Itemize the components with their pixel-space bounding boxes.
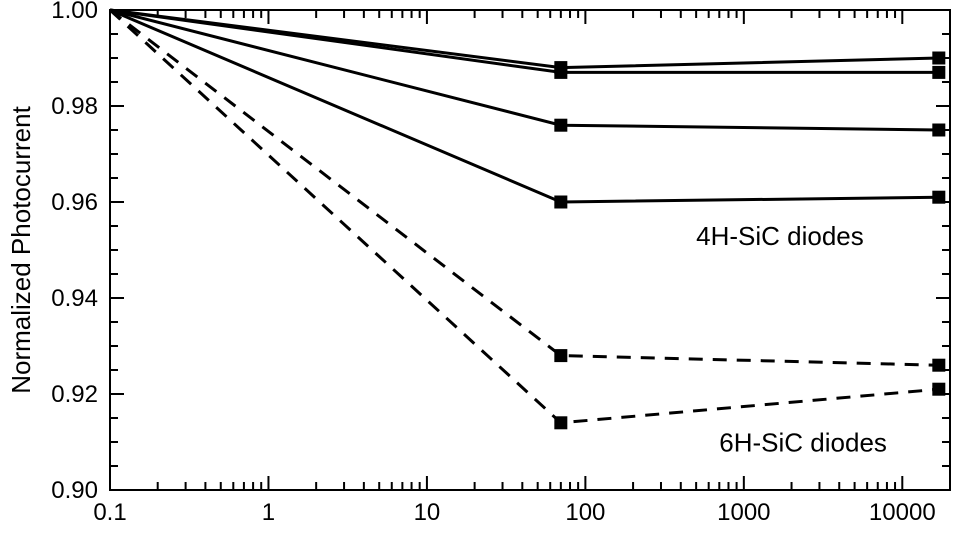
data-marker — [555, 417, 567, 429]
x-tick-label: 10 — [414, 499, 441, 526]
photocurrent-chart: 0.1 1 10 100 1000 10000 0.90 0.92 0.94 0.96 0.98 1.… — [0, 0, 960, 540]
y-tick-label: 0.96 — [51, 189, 98, 216]
data-marker — [933, 359, 945, 371]
data-marker — [933, 124, 945, 136]
x-tick-label: 1 — [262, 499, 275, 526]
data-marker — [933, 52, 945, 64]
series-line — [110, 10, 939, 68]
y-tick-label: 0.94 — [51, 285, 98, 312]
x-tick-label: 100 — [565, 499, 605, 526]
y-tick-label: 0.98 — [51, 93, 98, 120]
annotation-label: 4H-SiC diodes — [696, 221, 864, 251]
data-marker — [933, 191, 945, 203]
data-marker — [933, 66, 945, 78]
x-tick-label: 1000 — [717, 499, 770, 526]
x-tick-label: 0.1 — [93, 499, 126, 526]
data-marker — [933, 383, 945, 395]
data-marker — [555, 66, 567, 78]
annotation-label: 6H-SiC diodes — [719, 428, 887, 458]
x-tick-label: 10000 — [869, 499, 936, 526]
y-tick-label: 0.90 — [51, 477, 98, 504]
y-tick-label: 1.00 — [51, 0, 98, 24]
data-marker — [555, 196, 567, 208]
y-axis-label: Normalized Photocurrent — [6, 105, 36, 393]
data-marker — [555, 350, 567, 362]
y-tick-label: 0.92 — [51, 381, 98, 408]
data-marker — [555, 119, 567, 131]
